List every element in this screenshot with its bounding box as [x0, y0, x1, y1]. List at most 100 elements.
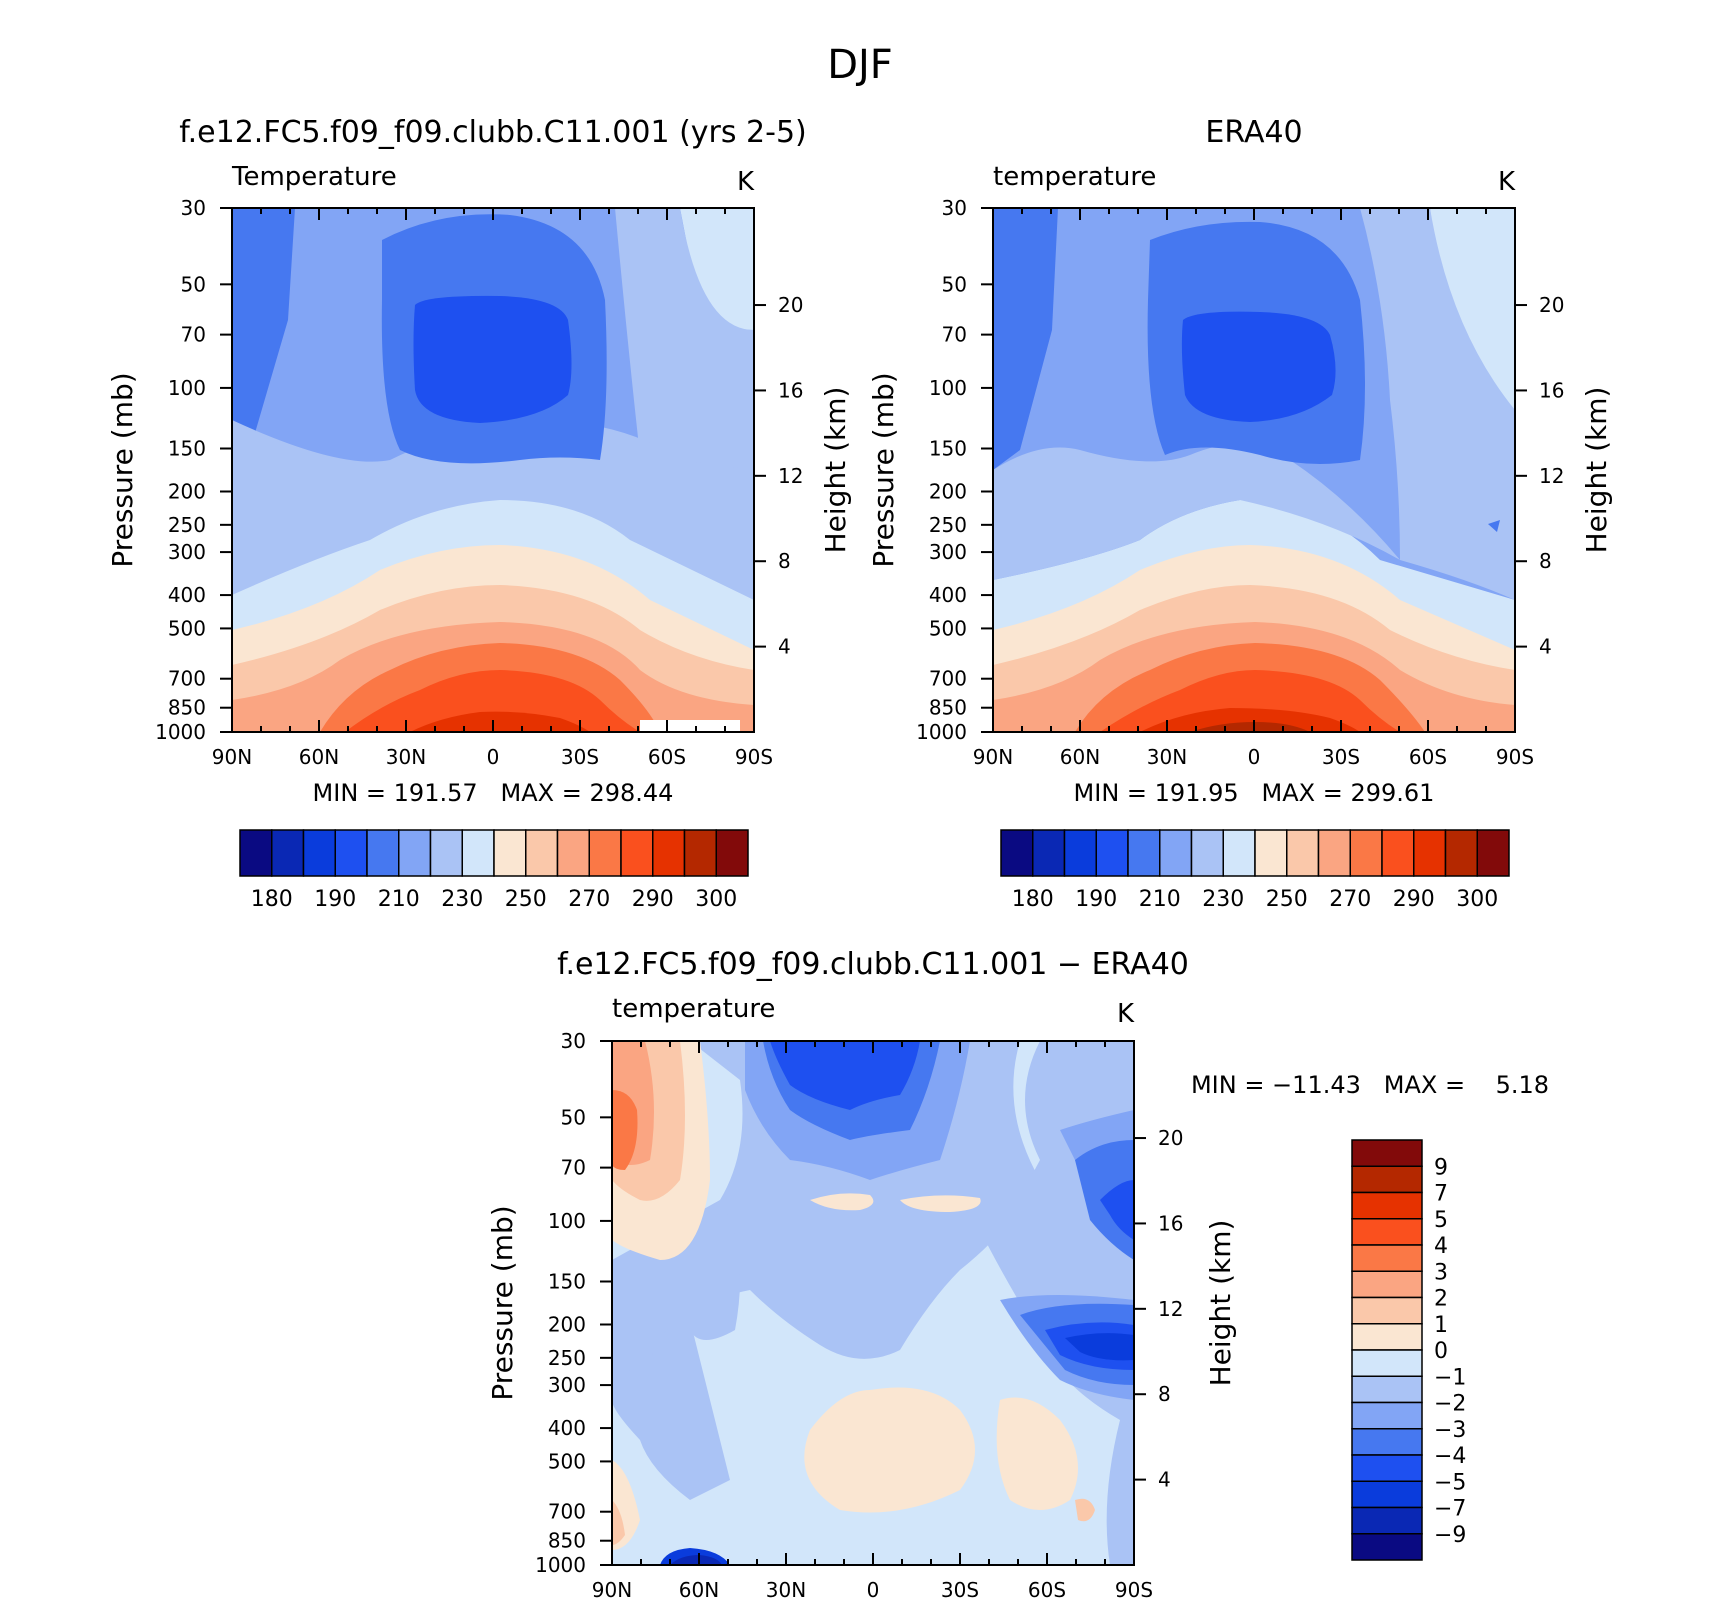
colorbar-swatch	[1351, 1296, 1423, 1325]
colorbar-swatch	[1444, 829, 1478, 877]
y-right-tick-label: 4	[1539, 635, 1552, 659]
x-tick-label: 90N	[212, 745, 252, 769]
x-tick-label: 30N	[766, 1578, 806, 1600]
colorbar-swatch	[1159, 829, 1193, 877]
colorbar-swatch	[620, 829, 654, 877]
panel-diff-title: f.e12.FC5.f09_f09.clubb.C11.001 − ERA40	[557, 947, 1189, 982]
panel-diff-variable: temperature	[612, 994, 775, 1024]
y-tick-label: 150	[929, 437, 967, 461]
panel-diff-ylabel: Pressure (mb)	[486, 1205, 519, 1400]
y-tick-label: 500	[548, 1449, 586, 1473]
colorbar-swatch	[525, 829, 559, 877]
y-right-tick-label: 8	[1539, 549, 1552, 573]
y-right-tick-label: 20	[1539, 293, 1564, 317]
x-tick-label: 90S	[1115, 1578, 1153, 1600]
colorbar-swatch	[1381, 829, 1415, 877]
panel-model-ylabel-right: Height (km)	[819, 387, 852, 554]
x-tick-label: 60S	[1409, 745, 1447, 769]
colorbar-label: 2	[1434, 1287, 1448, 1312]
y-tick-label: 300	[548, 1373, 586, 1397]
colorbar-label: 3	[1434, 1260, 1448, 1285]
y-tick-label: 700	[929, 667, 967, 691]
x-tick-label: 60S	[648, 745, 686, 769]
colorbar-swatch	[302, 829, 336, 877]
colorbar-swatch	[715, 829, 749, 877]
colorbar-label: 9	[1434, 1155, 1448, 1180]
panel-era40-stats: MIN = 191.95 MAX = 299.61	[1074, 779, 1435, 807]
x-tick-label: 60N	[299, 745, 339, 769]
colorbar-swatch	[1351, 1480, 1423, 1509]
panel-diff-ticks: 90N 60N 30N 0 30S 60S 90S 30 50 70 100 150 200 250 300…	[535, 1029, 1183, 1602]
colorbar-label: 7	[1434, 1182, 1448, 1207]
y-tick-label: 1000	[916, 720, 967, 744]
colorbar-swatch	[366, 829, 400, 877]
colorbar-label: 230	[441, 887, 483, 912]
colorbar-swatch	[1351, 1218, 1423, 1246]
y-tick-label: 300	[929, 540, 967, 564]
panel-difference: f.e12.FC5.f09_f09.clubb.C11.001 − ERA40 …	[486, 947, 1549, 1602]
panel-diff-stats: MIN = −11.43 MAX = 5.18	[1191, 1071, 1549, 1099]
colorbar-swatch	[271, 829, 305, 877]
y-tick-label: 100	[548, 1209, 586, 1233]
colorbar-swatch	[1351, 1349, 1423, 1377]
panel-era40-variable: temperature	[993, 162, 1156, 192]
panel-era40: ERA40 temperature K 90N 60N 30N 0 30S 60S 90S 3…	[867, 115, 1613, 912]
x-tick-label: 60N	[679, 1578, 719, 1600]
colorbar-label: 0	[1434, 1339, 1448, 1364]
y-tick-label: 100	[929, 376, 967, 400]
y-tick-label: 700	[168, 667, 206, 691]
colorbar-label: 290	[632, 887, 674, 912]
y-tick-label: 70	[561, 1156, 586, 1180]
x-tick-label: 90N	[592, 1578, 632, 1600]
colorbar-swatch	[429, 829, 463, 877]
x-tick-label: 0	[867, 1578, 880, 1600]
panel-model-ylabel: Pressure (mb)	[106, 372, 139, 567]
colorbar-label: 300	[695, 887, 737, 912]
y-right-tick-label: 12	[1158, 1297, 1183, 1321]
y-tick-label: 200	[929, 479, 967, 503]
y-tick-label: 250	[168, 513, 206, 537]
colorbar-swatch	[1351, 1165, 1423, 1194]
x-tick-label: 90N	[973, 745, 1013, 769]
y-tick-label: 500	[929, 616, 967, 640]
colorbar-swatch	[1351, 1375, 1423, 1404]
x-tick-label: 30S	[561, 745, 599, 769]
colorbar-swatch	[1351, 1533, 1423, 1561]
panel-model-units: K	[737, 167, 755, 197]
x-tick-label: 0	[1248, 745, 1261, 769]
y-tick-label: 30	[942, 196, 967, 220]
x-tick-label: 60S	[1028, 1578, 1066, 1600]
y-right-tick-label: 4	[1158, 1468, 1171, 1492]
y-tick-label: 850	[929, 696, 967, 720]
colorbar-swatch	[1254, 829, 1288, 877]
y-tick-label: 500	[168, 616, 206, 640]
colorbar-label: 5	[1434, 1208, 1448, 1233]
y-tick-label: 30	[181, 196, 206, 220]
colorbar-swatch	[1032, 829, 1066, 877]
colorbar-label: 1	[1434, 1313, 1448, 1338]
colorbar-swatch	[1351, 1323, 1423, 1351]
y-right-tick-label: 20	[778, 293, 803, 317]
y-tick-label: 850	[548, 1529, 586, 1553]
panel-era40-units: K	[1498, 167, 1516, 197]
colorbar-label: −4	[1434, 1444, 1466, 1469]
colorbar-label: −7	[1434, 1497, 1466, 1522]
colorbar-swatch	[1351, 1270, 1423, 1299]
colorbar-swatch	[1476, 829, 1510, 877]
x-tick-label: 90S	[1496, 745, 1534, 769]
y-right-tick-label: 20	[1158, 1126, 1183, 1150]
y-tick-label: 1000	[535, 1553, 586, 1577]
colorbar-swatch	[1127, 829, 1161, 877]
panel-diff-units: K	[1117, 999, 1135, 1029]
y-tick-label: 100	[168, 376, 206, 400]
panel-model-ticks: 90N 60N 30N 0 30S 60S 90S 30 50 70 100 150 200 250 300…	[155, 196, 803, 769]
y-right-tick-label: 8	[778, 549, 791, 573]
x-tick-label: 30N	[386, 745, 426, 769]
colorbar-swatch	[1413, 829, 1447, 877]
y-tick-label: 70	[181, 323, 206, 347]
colorbar-swatch	[1000, 829, 1034, 877]
colorbar-label: 250	[1266, 887, 1308, 912]
panel-diff-ylabel-right: Height (km)	[1204, 1220, 1237, 1387]
